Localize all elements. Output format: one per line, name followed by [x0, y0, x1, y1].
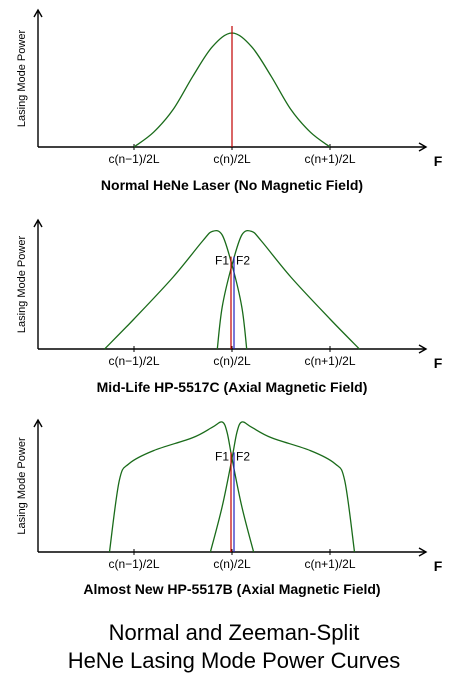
panel-almost-new: Lasing Mode Power Fc(n−1)/2L c(n)/2L c(n+1)… — [16, 418, 443, 597]
x-axis-symbol: F — [434, 153, 443, 169]
label-f1: F1 — [215, 254, 229, 268]
panel-title: Normal HeNe Laser (No Magnetic Field) — [101, 177, 363, 193]
power-curve-F2-curve — [209, 421, 356, 553]
y-axis-label: Lasing Mode Power — [16, 437, 28, 535]
power-curve-F1-curve — [104, 229, 248, 350]
tick-label: c(n−1)/2L — [108, 354, 159, 368]
tick-label: c(n)/2L — [213, 557, 251, 571]
panel-title: Mid-Life HP-5517C (Axial Magnetic Field) — [97, 379, 368, 395]
tick-label: c(n+1)/2L — [304, 557, 355, 571]
x-axis-arrow — [418, 142, 428, 152]
panels-root: Lasing Mode Power Fc(n−1)/2L c(n)/2L c(n+1)… — [16, 8, 443, 597]
x-axis-symbol: F — [434, 355, 443, 371]
panel-mid-life: Lasing Mode Power Fc(n−1)/2L c(n)/2L c(n+1)… — [16, 218, 443, 395]
x-axis-arrow — [418, 344, 428, 354]
y-axis-label: Lasing Mode Power — [16, 236, 28, 334]
footer-line-2: HeNe Lasing Mode Power Curves — [68, 648, 401, 673]
y-axis-arrow — [33, 418, 43, 428]
tick-label: c(n+1)/2L — [304, 354, 355, 368]
panel-title: Almost New HP-5517B (Axial Magnetic Fiel… — [83, 581, 380, 597]
y-axis-label: Lasing Mode Power — [16, 30, 28, 128]
tick-label: c(n−1)/2L — [108, 557, 159, 571]
x-axis-arrow — [418, 547, 428, 557]
label-f2: F2 — [236, 254, 250, 268]
tick-label: c(n)/2L — [213, 354, 251, 368]
x-axis-symbol: F — [434, 558, 443, 574]
panel-normal: Lasing Mode Power Fc(n−1)/2L c(n)/2L c(n+1)… — [16, 8, 443, 193]
tick-label: c(n+1)/2L — [304, 152, 355, 166]
tick-label: c(n)/2L — [213, 152, 251, 166]
label-f2: F2 — [236, 449, 250, 463]
y-axis-arrow — [33, 218, 43, 228]
label-f1: F1 — [215, 449, 229, 463]
power-curve-F2-curve — [216, 229, 360, 350]
y-axis-arrow — [33, 8, 43, 18]
tick-label: c(n−1)/2L — [108, 152, 159, 166]
footer-line-1: Normal and Zeeman-Split — [109, 620, 360, 645]
power-curve-F1-curve — [108, 421, 255, 553]
